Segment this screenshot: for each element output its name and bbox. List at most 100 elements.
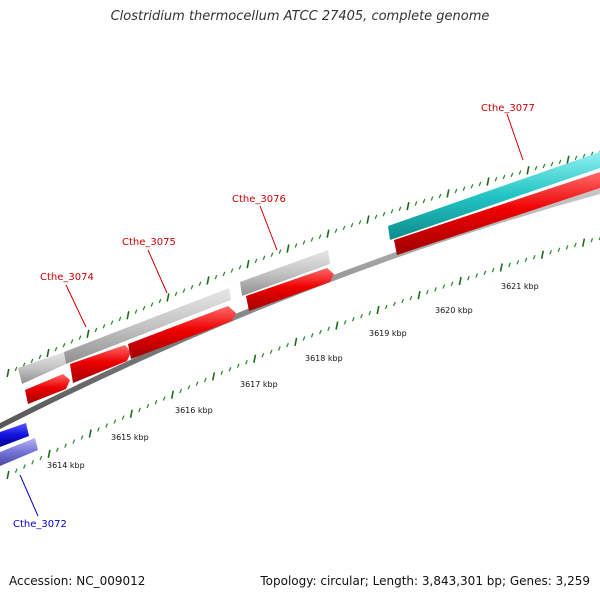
outer-tick bbox=[118, 316, 122, 322]
inner-tick bbox=[516, 260, 520, 265]
inner-tick bbox=[310, 332, 314, 338]
inner-tick bbox=[286, 342, 289, 348]
outer-tick bbox=[454, 188, 458, 194]
scale-label: 3619 kbp bbox=[369, 329, 407, 338]
outer-tick bbox=[46, 348, 50, 358]
scale-label: 3614 kbp bbox=[47, 461, 85, 470]
outer-tick bbox=[150, 302, 154, 307]
outer-tick bbox=[102, 324, 106, 329]
inner-tick bbox=[434, 287, 437, 292]
accession-text: Accession: NC_009012 bbox=[9, 574, 146, 588]
scale-label: 3620 kbp bbox=[435, 306, 473, 315]
leader-cthe-3076 bbox=[259, 205, 278, 251]
outer-tick bbox=[374, 214, 378, 220]
outer-tick bbox=[278, 249, 282, 254]
lightblue-feature-cthe-3072[interactable] bbox=[0, 438, 38, 466]
inner-tick bbox=[368, 310, 372, 316]
inner-tick bbox=[499, 263, 503, 272]
scale-label: 3617 kbp bbox=[240, 380, 278, 389]
leader-cthe-3074 bbox=[65, 284, 87, 328]
inner-tick bbox=[277, 346, 281, 351]
outer-tick bbox=[254, 258, 258, 264]
inner-tick bbox=[351, 317, 355, 322]
outer-tick bbox=[574, 155, 578, 161]
inner-tick bbox=[129, 409, 133, 418]
outer-tick bbox=[478, 181, 482, 187]
red-feature-cthe-3076[interactable] bbox=[246, 268, 334, 311]
outer-tick bbox=[542, 163, 546, 169]
inner-tick bbox=[88, 429, 92, 438]
outer-tick bbox=[398, 206, 402, 212]
outer-tick bbox=[230, 268, 234, 273]
inner-tick bbox=[384, 304, 388, 310]
scale-labels: 3614 kbp 3615 kbp 3616 kbp 3617 kbp 3618 kbp… bbox=[47, 282, 539, 470]
outer-tick bbox=[310, 237, 314, 242]
gray-feature-c[interactable] bbox=[240, 250, 330, 296]
inner-tick bbox=[532, 254, 536, 260]
inner-tick bbox=[360, 313, 363, 319]
outer-tick bbox=[470, 183, 474, 189]
outer-tick bbox=[134, 309, 138, 314]
inner-tick bbox=[39, 455, 43, 461]
outer-tick bbox=[78, 335, 82, 340]
outer-tick bbox=[558, 159, 562, 165]
red-feature-cthe-3075[interactable] bbox=[128, 306, 236, 359]
outer-tick bbox=[198, 281, 202, 287]
blue-feature-cthe-3072[interactable] bbox=[0, 423, 29, 447]
gene-label-cthe-3075[interactable]: Cthe_3075 bbox=[122, 237, 176, 248]
gray-feature-b[interactable] bbox=[64, 288, 231, 364]
outer-tick bbox=[214, 274, 218, 280]
outer-tick bbox=[438, 193, 442, 199]
cyan-feature-cthe-3077[interactable] bbox=[388, 152, 600, 240]
gray-feature-a[interactable] bbox=[18, 352, 66, 384]
leader-cthe-3077 bbox=[506, 113, 524, 161]
gene-label-cthe-3074[interactable]: Cthe_3074 bbox=[40, 272, 94, 283]
outer-tick bbox=[142, 305, 146, 311]
inner-tick bbox=[154, 400, 158, 405]
outer-tick bbox=[430, 196, 434, 201]
outer-tick bbox=[246, 259, 250, 269]
outer-tick bbox=[382, 211, 386, 217]
outer-tick bbox=[302, 240, 306, 245]
inner-tick bbox=[105, 423, 109, 428]
outer-tick bbox=[494, 176, 498, 182]
inner-tick bbox=[327, 326, 331, 331]
red-feature-cthe-3077[interactable] bbox=[394, 172, 600, 255]
inner-tick bbox=[319, 329, 322, 335]
outer-tick bbox=[86, 329, 90, 338]
outer-tick bbox=[94, 327, 98, 333]
leader-cthe-3072 bbox=[19, 474, 39, 517]
outer-tick bbox=[38, 354, 42, 360]
outer-tick bbox=[30, 358, 34, 364]
inner-tick bbox=[343, 320, 347, 325]
inner-tick bbox=[211, 372, 216, 381]
inner-tick bbox=[450, 281, 454, 286]
genome-backbone bbox=[0, 188, 600, 429]
inner-tick-row bbox=[6, 236, 600, 480]
inner-tick bbox=[409, 295, 413, 301]
outer-tick bbox=[422, 198, 426, 204]
inner-tick bbox=[557, 247, 561, 253]
inner-tick bbox=[6, 470, 10, 480]
inner-tick bbox=[491, 267, 495, 273]
gene-label-cthe-3077[interactable]: Cthe_3077 bbox=[481, 103, 535, 114]
outer-tick bbox=[526, 166, 530, 175]
genome-stats-text: Topology: circular; Length: 3,843,301 bp… bbox=[260, 574, 590, 588]
outer-tick bbox=[110, 320, 114, 325]
inner-tick bbox=[113, 419, 117, 424]
gene-label-cthe-3072[interactable]: Cthe_3072 bbox=[13, 519, 67, 530]
inner-tick bbox=[121, 415, 125, 420]
outer-tick bbox=[534, 165, 538, 171]
inner-tick bbox=[335, 321, 339, 330]
outer-tick bbox=[518, 170, 522, 175]
inner-tick bbox=[442, 284, 446, 289]
red-feature-cthe-3074b[interactable] bbox=[70, 345, 131, 383]
gene-label-cthe-3076[interactable]: Cthe_3076 bbox=[232, 194, 286, 205]
outer-tick bbox=[406, 201, 410, 211]
inner-tick bbox=[483, 270, 487, 276]
red-feature-cthe-3074[interactable] bbox=[25, 374, 70, 404]
map-title: Clostridium thermocellum ATCC 27405, com… bbox=[110, 9, 490, 24]
outer-tick bbox=[510, 172, 514, 177]
outer-tick bbox=[486, 177, 490, 186]
